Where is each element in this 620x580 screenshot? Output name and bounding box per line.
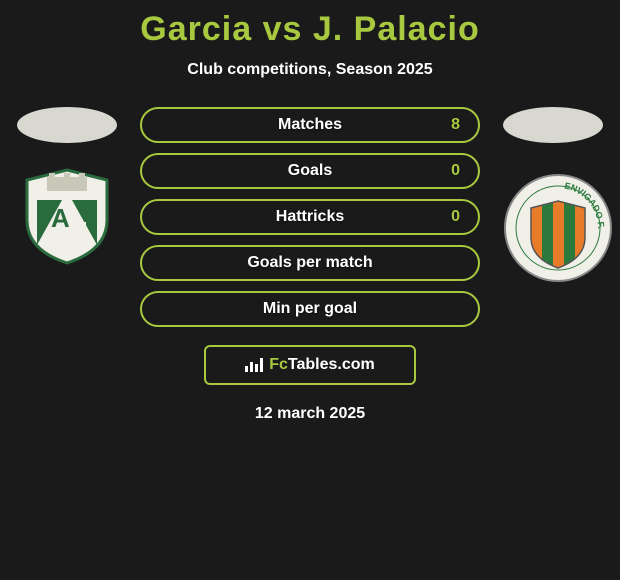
left-side: A N <box>12 107 122 265</box>
brand-prefix: Fc <box>269 356 288 373</box>
left-player-photo-placeholder <box>17 107 117 143</box>
stat-bar-goals: Goals 0 <box>140 153 480 189</box>
page-title: Garcia vs J. Palacio <box>140 10 479 49</box>
subtitle: Club competitions, Season 2025 <box>187 61 432 79</box>
svg-text:A: A <box>51 203 70 233</box>
stat-label: Goals per match <box>247 254 372 272</box>
stat-value: 8 <box>451 116 460 134</box>
stat-bar-hattricks: Hattricks 0 <box>140 199 480 235</box>
stat-label: Matches <box>278 116 342 134</box>
chart-icon <box>245 358 263 372</box>
footer-date: 12 march 2025 <box>255 405 365 423</box>
stat-bars: Matches 8 Goals 0 Hattricks 0 Goals per … <box>140 107 480 327</box>
stat-bar-matches: Matches 8 <box>140 107 480 143</box>
stat-label: Hattricks <box>276 208 344 226</box>
svg-text:N: N <box>69 216 88 246</box>
stat-label: Min per goal <box>263 300 357 318</box>
brand-text: FcTables.com <box>269 356 375 374</box>
stat-value: 0 <box>451 208 460 226</box>
stat-label: Goals <box>288 162 332 180</box>
right-club-crest: ENVIGADO F.C. <box>503 173 603 273</box>
right-player-photo-placeholder <box>503 107 603 143</box>
left-club-crest: A N <box>17 165 117 265</box>
stat-bar-min-per-goal: Min per goal <box>140 291 480 327</box>
comparison-row: A N Matches 8 Goals 0 Hattricks 0 Goals … <box>0 107 620 327</box>
brand-badge[interactable]: FcTables.com <box>204 345 416 385</box>
stat-bar-goals-per-match: Goals per match <box>140 245 480 281</box>
brand-suffix: Tables.com <box>288 356 375 373</box>
right-side: ENVIGADO F.C. <box>498 107 608 273</box>
stat-value: 0 <box>451 162 460 180</box>
